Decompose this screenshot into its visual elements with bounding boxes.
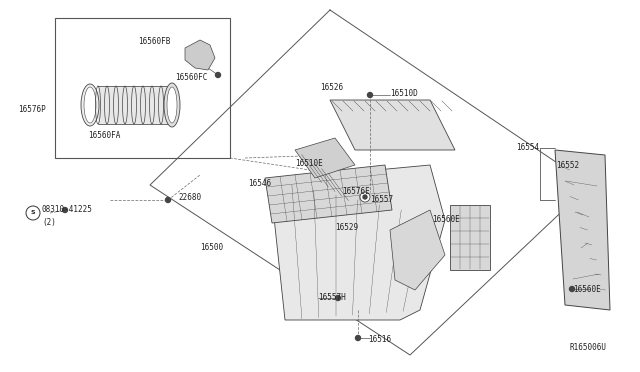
- Text: 16560FA: 16560FA: [88, 131, 120, 140]
- Ellipse shape: [360, 192, 370, 202]
- Circle shape: [355, 336, 360, 340]
- Bar: [98, 86, 170, 124]
- Text: 16510E: 16510E: [295, 158, 323, 167]
- Polygon shape: [555, 150, 610, 310]
- Text: 16554: 16554: [516, 144, 539, 153]
- Circle shape: [335, 295, 340, 301]
- Text: 16526: 16526: [320, 83, 343, 93]
- Text: 16560E: 16560E: [573, 285, 601, 295]
- Text: 16560E: 16560E: [432, 215, 460, 224]
- Text: 16500: 16500: [200, 244, 223, 253]
- Text: 16557H: 16557H: [318, 294, 346, 302]
- Text: (2): (2): [42, 218, 56, 227]
- Ellipse shape: [167, 87, 177, 123]
- Ellipse shape: [84, 87, 96, 123]
- Text: 16546: 16546: [248, 179, 271, 187]
- Text: 22680: 22680: [178, 193, 201, 202]
- Ellipse shape: [408, 222, 432, 257]
- Polygon shape: [390, 210, 445, 290]
- Circle shape: [216, 73, 221, 77]
- Polygon shape: [265, 165, 392, 223]
- Text: 16560FC: 16560FC: [175, 74, 207, 83]
- Polygon shape: [270, 165, 445, 320]
- Text: 16560FB: 16560FB: [138, 38, 170, 46]
- Text: 16516: 16516: [368, 336, 391, 344]
- Circle shape: [166, 198, 170, 202]
- Polygon shape: [330, 100, 455, 150]
- Text: R165006U: R165006U: [570, 343, 607, 353]
- Text: 16552: 16552: [556, 160, 579, 170]
- Polygon shape: [450, 205, 490, 270]
- Text: 16557: 16557: [370, 195, 393, 203]
- Text: 08310-41225: 08310-41225: [42, 205, 93, 215]
- Bar: [55, 18, 230, 158]
- Ellipse shape: [164, 83, 180, 127]
- Ellipse shape: [413, 231, 426, 249]
- Ellipse shape: [81, 84, 99, 126]
- Circle shape: [63, 208, 67, 212]
- Text: 16576P: 16576P: [18, 106, 45, 115]
- Text: 16576E: 16576E: [342, 187, 370, 196]
- Text: 16529: 16529: [335, 224, 358, 232]
- Text: 16510D: 16510D: [390, 89, 418, 97]
- Ellipse shape: [411, 227, 429, 253]
- Circle shape: [367, 93, 372, 97]
- Circle shape: [570, 286, 575, 292]
- Circle shape: [363, 195, 367, 199]
- Circle shape: [26, 206, 40, 220]
- Polygon shape: [295, 138, 355, 178]
- Text: S: S: [31, 211, 35, 215]
- Polygon shape: [185, 40, 215, 70]
